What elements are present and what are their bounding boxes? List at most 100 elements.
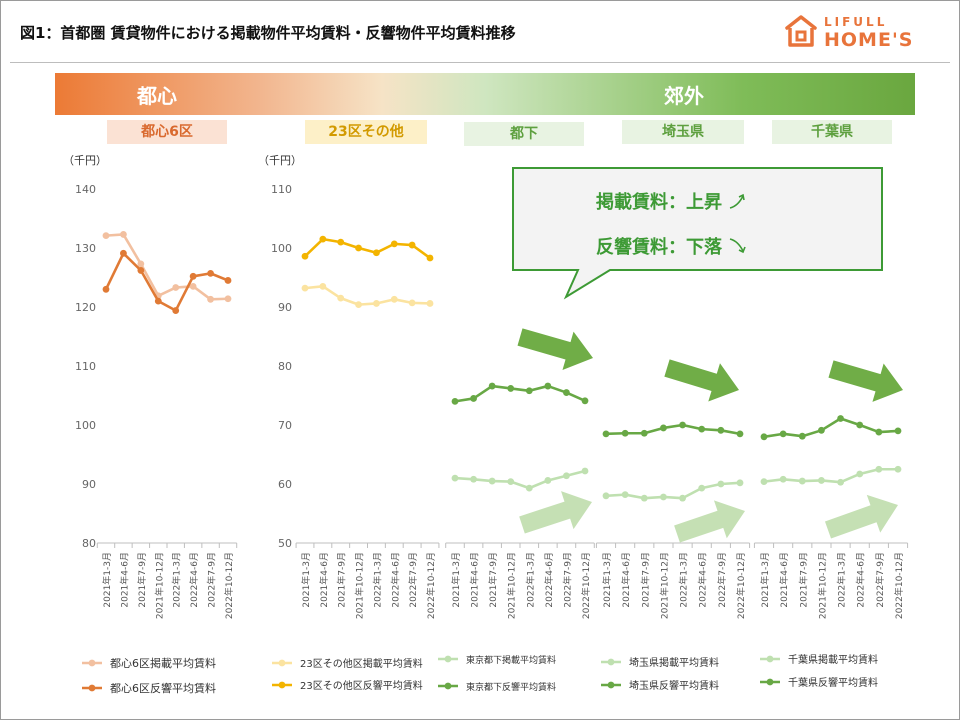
data-point <box>875 428 883 436</box>
y-tick-label: 80 <box>278 360 292 373</box>
data-point <box>875 465 883 473</box>
page-title: 図1：首都圏 賃貸物件における掲載物件平均賃料・反響物件平均賃料推移 <box>20 24 516 42</box>
legend-label: 千葉県掲載平均賃料 <box>788 653 878 666</box>
x-tick-label: 2021年4-6月 <box>620 552 632 608</box>
data-point <box>779 430 787 438</box>
x-tick-label: 2022年10-12月 <box>735 552 747 619</box>
data-point <box>189 282 197 290</box>
callout-line1: 掲載賃料：上昇 <box>596 192 722 213</box>
band-label-central: 都心 <box>137 84 177 108</box>
legend-label: 埼玉県反響平均賃料 <box>629 679 719 692</box>
band-label-suburb: 郊外 <box>664 84 704 108</box>
data-point <box>563 472 570 480</box>
legend-swatch-marker <box>766 678 774 686</box>
x-tick-label: 2021年10-12月 <box>354 552 366 619</box>
data-point <box>525 387 533 395</box>
data-point <box>760 478 768 486</box>
x-tick-label: 2022年4-6月 <box>697 552 709 608</box>
x-tick-label: 2022年1-3月 <box>171 552 183 608</box>
response-down-arrow-icon <box>517 328 593 371</box>
data-point <box>355 244 362 252</box>
y-tick-label: 100 <box>271 242 292 255</box>
y-tick-label: 120 <box>75 301 96 314</box>
data-point <box>451 474 459 482</box>
fall-arrow-icon <box>730 238 747 254</box>
data-point <box>137 267 145 274</box>
x-tick-label: 2022年10-12月 <box>425 552 437 619</box>
x-tick-label: 2022年1-3月 <box>371 552 383 608</box>
data-point <box>172 284 180 291</box>
legend-label: 東京都下反響平均賃料 <box>466 681 556 693</box>
y-tick-label: 110 <box>271 183 292 196</box>
data-point <box>373 300 380 307</box>
logo-text-lifull: LIFULL <box>824 15 888 29</box>
x-tick-label: 2022年10-12月 <box>580 552 592 619</box>
region-label-23ku-other: 23区その他 <box>305 120 427 144</box>
data-point <box>837 478 844 486</box>
x-tick-label: 2021年4-6月 <box>469 552 481 608</box>
y-tick-label: 80 <box>82 537 96 550</box>
series-line <box>105 233 229 301</box>
area-band: 都心 郊外 <box>55 73 915 115</box>
listing-up-arrow-icon <box>674 500 745 543</box>
legend-swatch-marker <box>607 658 615 666</box>
data-point <box>798 432 806 440</box>
region-label-tokyo-suburb: 都下 <box>464 122 584 146</box>
data-point <box>337 238 345 246</box>
response-down-arrow-icon <box>828 360 903 402</box>
x-tick-label: 2022年7-9月 <box>716 552 728 608</box>
data-point <box>717 480 725 488</box>
x-tick-label: 2021年7-9月 <box>487 552 499 608</box>
x-tick-label: 2022年7-9月 <box>206 552 218 608</box>
data-point <box>602 430 610 438</box>
data-point <box>856 470 864 478</box>
data-point <box>426 254 434 262</box>
x-tick-label: 2022年4-6月 <box>188 552 200 608</box>
title-divider <box>10 62 950 63</box>
x-tick-label: 2021年7-9月 <box>797 552 809 608</box>
data-point <box>488 477 496 485</box>
y-tick-label: 60 <box>278 478 292 491</box>
data-point <box>837 415 844 422</box>
data-point <box>451 398 459 405</box>
data-point <box>224 277 232 284</box>
x-tick-label: 2021年7-9月 <box>336 552 348 608</box>
legend-swatch-marker <box>88 684 96 692</box>
x-tick-label: 2021年4-6月 <box>778 552 790 608</box>
legend-swatch-marker <box>88 659 96 667</box>
data-point <box>207 269 214 277</box>
data-point <box>373 249 380 257</box>
callout-response-fall: 反響賃料：下落 <box>596 233 750 259</box>
legend-label: 東京都下掲載平均賃料 <box>466 654 556 666</box>
data-point <box>224 295 232 303</box>
x-tick-label: 2021年1-3月 <box>759 552 771 608</box>
data-point <box>355 301 362 309</box>
data-point <box>337 294 345 302</box>
x-tick-label: 2021年1-3月 <box>601 552 613 608</box>
x-tick-label: 2022年10-12月 <box>893 552 905 619</box>
y-tick-label: 100 <box>75 419 96 432</box>
data-point <box>563 389 570 396</box>
x-tick-label: 2021年1-3月 <box>300 552 312 608</box>
data-point <box>660 424 667 432</box>
data-point <box>102 285 110 293</box>
legend-label: 千葉県反響平均賃料 <box>788 676 878 689</box>
callout-bubble <box>512 167 883 300</box>
data-point <box>525 484 533 492</box>
data-point <box>581 467 589 475</box>
data-point <box>717 426 725 434</box>
x-tick-label: 2022年1-3月 <box>524 552 536 608</box>
data-point <box>798 477 806 485</box>
x-tick-label: 2021年1-3月 <box>101 552 113 608</box>
data-point <box>544 477 552 484</box>
data-point <box>301 252 309 260</box>
y-axis-unit: （千円） <box>63 154 107 167</box>
data-point <box>154 297 162 305</box>
legend-label: 埼玉県掲載平均賃料 <box>629 656 719 669</box>
data-point <box>818 477 825 484</box>
data-point <box>507 478 515 486</box>
y-tick-label: 70 <box>278 419 292 432</box>
listing-up-arrow-icon <box>824 494 898 539</box>
rise-arrow-icon <box>730 193 746 209</box>
x-tick-label: 2021年10-12月 <box>506 552 518 619</box>
